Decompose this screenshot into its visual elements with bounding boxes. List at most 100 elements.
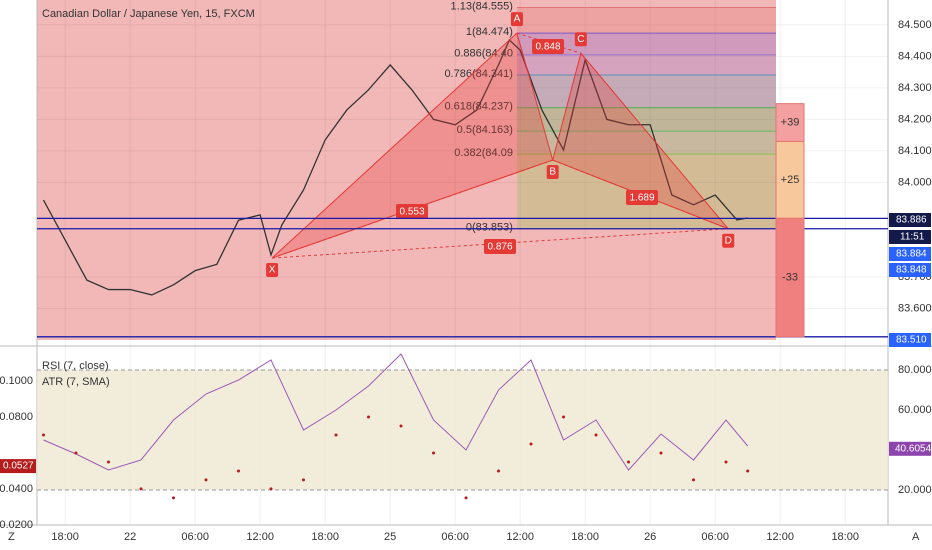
- x-tick-label: 18:00: [311, 531, 339, 543]
- pattern-point-label: B: [549, 167, 556, 178]
- countdown: 11:51: [900, 232, 925, 243]
- pattern-point: [510, 12, 523, 27]
- y2-tick-label: 0.0800: [0, 411, 33, 423]
- x-tick-label: 25: [384, 531, 396, 543]
- rsi-band: [37, 370, 888, 490]
- target-box: [775, 103, 805, 142]
- atr-dot: [464, 496, 468, 500]
- atr-dot: [302, 478, 306, 482]
- atr-last-tag: [0, 459, 36, 474]
- pattern-point: [546, 165, 559, 180]
- atr-dot: [139, 487, 143, 491]
- price-tag-label: 83.848: [896, 265, 927, 276]
- y-tick-label: 84.300: [898, 82, 932, 94]
- atr-dot: [237, 469, 241, 473]
- price-tag: [889, 333, 931, 347]
- fib-band: [516, 7, 776, 34]
- ratio-label: 0.848: [535, 42, 560, 53]
- atr-dot: [399, 424, 403, 428]
- atr-dot: [432, 451, 436, 455]
- pattern-point: [266, 263, 279, 278]
- fib-band: [516, 107, 776, 132]
- x-tick-label: 12:00: [506, 531, 534, 543]
- fib-band: [516, 131, 776, 155]
- atr-last: 0.0527: [3, 461, 34, 472]
- atr-dot: [74, 451, 78, 455]
- y2-tick-label: 0.0200: [0, 519, 33, 531]
- x-tick-label: 22: [124, 531, 136, 543]
- fib-label: 0.382(84.09: [454, 147, 513, 159]
- atr-dot: [334, 433, 338, 437]
- y-tick-label: 84.400: [898, 50, 932, 62]
- x-tick-label: 12:00: [246, 531, 274, 543]
- corner: Z: [8, 531, 15, 543]
- atr-dot: [42, 433, 46, 437]
- atr-dot: [367, 415, 371, 419]
- rsi-last-tag: [889, 441, 931, 456]
- x-tick-label: 18:00: [51, 531, 79, 543]
- atr-dot: [204, 478, 208, 482]
- price-line: [42, 38, 748, 296]
- atr-dot: [627, 460, 631, 464]
- pattern-link: [516, 32, 582, 54]
- ratio-label: 0.876: [487, 242, 512, 253]
- ratio-box: [626, 190, 658, 205]
- price-tag: [889, 263, 931, 277]
- pattern-point-label: X: [269, 265, 276, 276]
- x-tick-label: 06:00: [181, 531, 209, 543]
- x-tick-label: 12:00: [766, 531, 794, 543]
- fib-label: 0(83.853): [466, 222, 513, 234]
- y-tick-label: 84.100: [898, 145, 932, 157]
- legend-entry: RSI (7, close): [42, 360, 109, 372]
- atr-dot: [659, 451, 663, 455]
- atr-dot: [172, 496, 176, 500]
- pattern-point-label: A: [514, 14, 521, 25]
- fib-band: [516, 74, 776, 108]
- atr-dot: [724, 460, 728, 464]
- rsi-line: [43, 353, 749, 471]
- y-tick-label: 83.600: [898, 302, 932, 314]
- atr-dot: [497, 469, 501, 473]
- x-tick-label: 26: [644, 531, 656, 543]
- y-tick-label: 84.200: [898, 113, 932, 125]
- loss-zone: [37, 0, 776, 340]
- chart-title: Canadian Dollar / Japanese Yen, 15, FXCM: [42, 8, 255, 20]
- price-tag-label: 83.510: [896, 335, 927, 346]
- pattern-point-label: D: [725, 235, 732, 246]
- countdown-tag: [889, 230, 931, 244]
- x-tick-label: 06:00: [701, 531, 729, 543]
- pattern-point-label: C: [577, 34, 584, 45]
- fib-label: 1(84.474): [466, 26, 513, 38]
- atr-dot: [529, 442, 533, 446]
- legend-entry: ATR (7, SMA): [42, 376, 110, 388]
- corner: A: [912, 531, 920, 543]
- ratio-box: [484, 239, 516, 254]
- price-tag: [889, 247, 931, 261]
- price-tag-label: 83.884: [896, 249, 927, 260]
- x-tick-label: 06:00: [441, 531, 469, 543]
- y2-tick-label: 0.1000: [0, 375, 33, 387]
- atr-dot: [562, 415, 566, 419]
- fib-band: [516, 54, 776, 75]
- atr-dot: [269, 487, 273, 491]
- target-box: [775, 140, 805, 219]
- target-label: +39: [781, 116, 800, 128]
- atr-dot: [746, 469, 750, 473]
- fib-label: 1.13(84.555): [451, 0, 513, 12]
- y2-tick-label: 0.0400: [0, 483, 33, 495]
- price-tag: [889, 213, 931, 227]
- pattern-link: [271, 159, 553, 259]
- x-tick-label: 18:00: [571, 531, 599, 543]
- ratio-label: 0.553: [399, 207, 424, 218]
- ratio-label: 1.689: [629, 193, 654, 204]
- target-label: -33: [782, 271, 798, 283]
- x-tick-label: 18:00: [831, 531, 859, 543]
- pattern-point: [574, 32, 587, 47]
- atr-dot: [107, 460, 111, 464]
- price-tag-label: 83.886: [896, 215, 927, 226]
- pattern-point: [722, 233, 735, 248]
